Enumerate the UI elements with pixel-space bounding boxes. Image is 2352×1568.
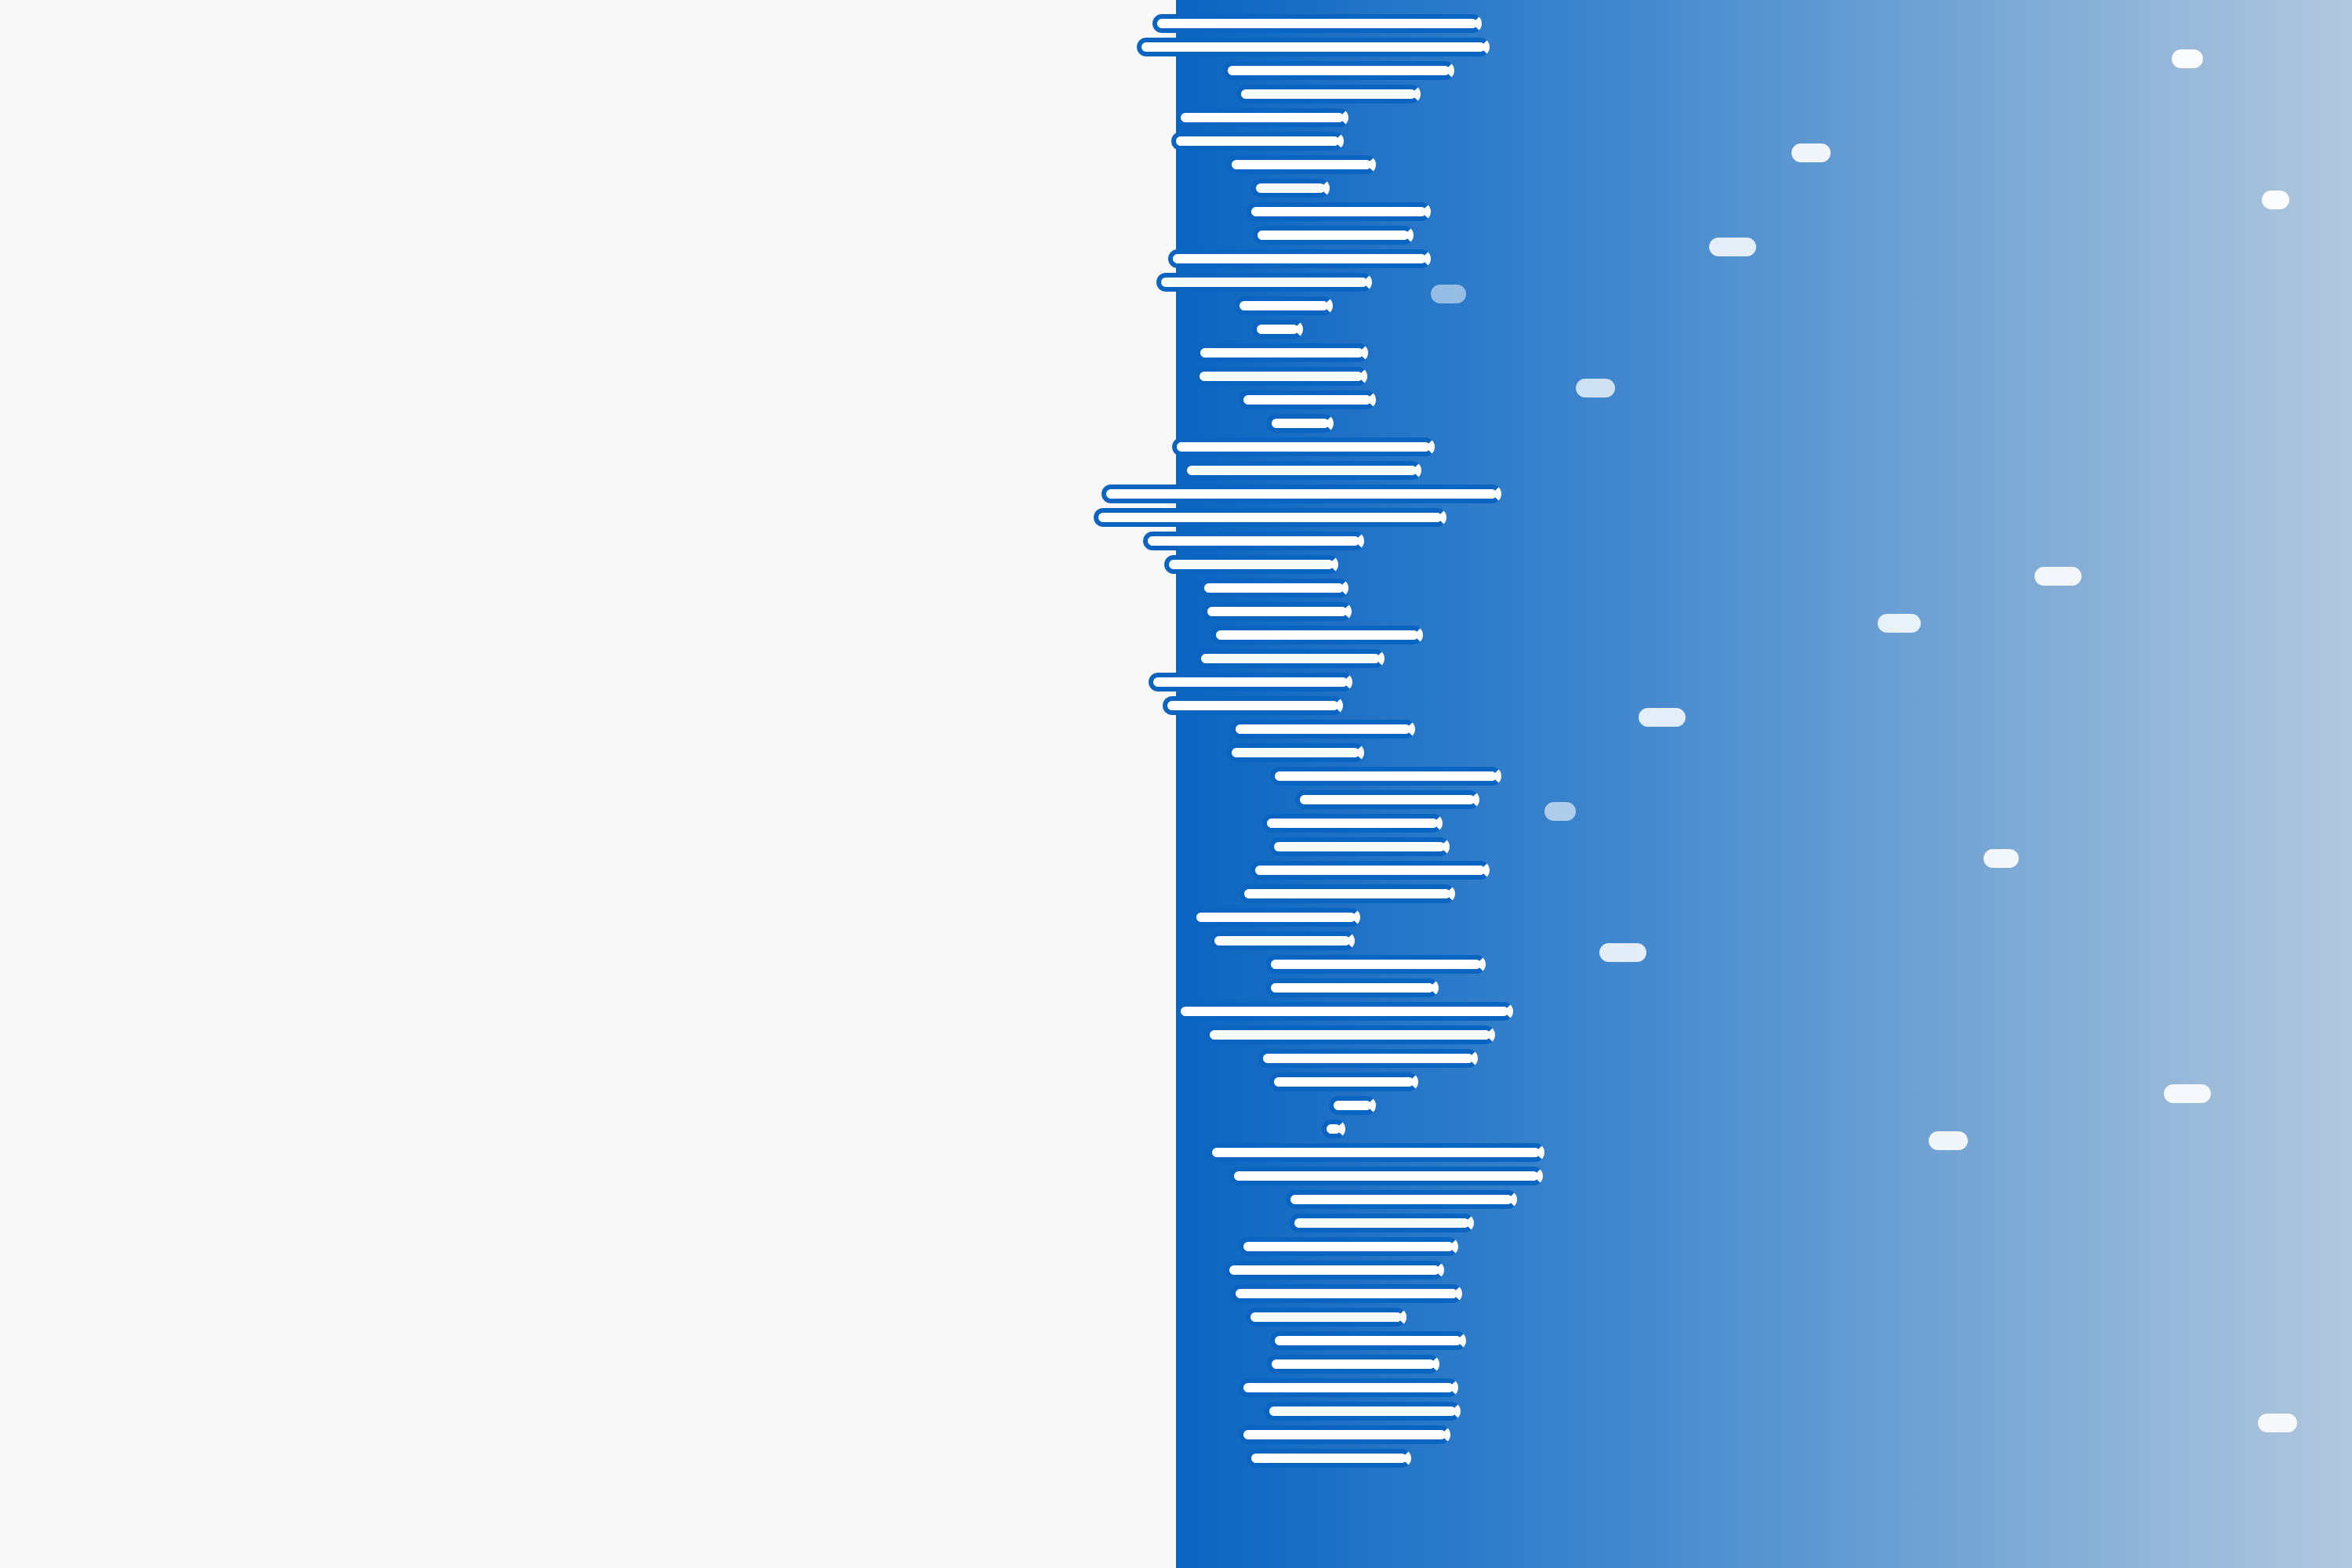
stripe-line — [1229, 1167, 1543, 1185]
stripe-line — [1102, 485, 1501, 503]
floating-pill — [1709, 238, 1756, 256]
stripe-line — [1203, 602, 1352, 621]
floating-pill — [1576, 379, 1615, 397]
stripe-line — [1225, 1261, 1444, 1279]
stripe-line — [1211, 626, 1423, 644]
stripe-line — [1286, 1190, 1517, 1209]
floating-pill — [1984, 849, 2019, 868]
stripe-line — [1262, 814, 1443, 833]
floating-pill — [2262, 191, 2289, 209]
stripe-line — [1267, 414, 1334, 433]
stripe-line — [1094, 508, 1446, 527]
stripe-line — [1227, 155, 1376, 174]
stripe-line — [1270, 1331, 1466, 1350]
stripe-line — [1247, 1449, 1411, 1468]
stripe-line — [1149, 673, 1352, 691]
stripe-line — [1207, 1143, 1544, 1162]
stripe-line — [1196, 343, 1368, 362]
floating-pill — [1791, 143, 1831, 162]
stripe-line — [1137, 38, 1490, 56]
stripe-line — [1172, 437, 1435, 456]
floating-pill — [2164, 1084, 2211, 1103]
stripe-line — [1176, 108, 1348, 127]
stripe-line — [1295, 790, 1479, 809]
stripe-line — [1182, 461, 1421, 480]
stripe-line — [1250, 861, 1490, 880]
stripe-line — [1196, 649, 1385, 668]
stripe-line — [1240, 884, 1455, 903]
stripe-line — [1247, 202, 1431, 221]
stripe-line — [1269, 1073, 1418, 1091]
stripe-line — [1200, 579, 1348, 597]
stripe-line — [1164, 555, 1338, 574]
stripe-line — [1290, 1214, 1474, 1232]
stripe-line — [1195, 367, 1367, 386]
stripe-line — [1192, 908, 1360, 927]
stripe-line — [1227, 743, 1364, 762]
stripe-line — [1168, 249, 1431, 268]
stripe-line — [1252, 320, 1303, 339]
stripe-line — [1269, 837, 1450, 856]
floating-pill — [1878, 614, 1921, 633]
floating-pill — [2172, 49, 2203, 68]
stripe-line — [1329, 1096, 1376, 1115]
floating-pill — [1431, 285, 1466, 303]
stripe-line — [1205, 1025, 1495, 1044]
floating-pill — [1929, 1131, 1968, 1150]
stripe-line — [1322, 1120, 1345, 1138]
stripe-line — [1235, 296, 1333, 315]
floating-pill — [1544, 802, 1576, 821]
stripe-line — [1152, 14, 1482, 33]
stripe-line — [1246, 1308, 1406, 1327]
stripe-line — [1266, 978, 1439, 997]
stripe-line — [1231, 1284, 1462, 1303]
stripe-line — [1171, 132, 1344, 151]
stripe-line — [1176, 1002, 1513, 1021]
stripe-line — [1231, 720, 1415, 739]
floating-pill — [2258, 1414, 2297, 1432]
stripe-line — [1239, 390, 1376, 409]
stripe-line — [1270, 767, 1501, 786]
stripe-line — [1210, 931, 1355, 950]
stripe-line — [1239, 1425, 1450, 1444]
stripe-line — [1239, 1237, 1458, 1256]
stripe-line — [1239, 1378, 1458, 1397]
stripe-line — [1267, 1355, 1439, 1374]
stripe-line — [1156, 273, 1372, 292]
stripe-line — [1163, 696, 1343, 715]
stripe-line — [1223, 61, 1454, 80]
stripe-line — [1143, 532, 1364, 550]
stripe-line — [1265, 1402, 1461, 1421]
stripe-line — [1266, 955, 1486, 974]
stripe-line — [1251, 179, 1330, 198]
floating-pill — [1639, 708, 1686, 727]
stripe-line — [1253, 226, 1414, 245]
floating-pill — [1599, 943, 1646, 962]
stripe-line — [1258, 1049, 1478, 1068]
floating-pill — [2034, 567, 2082, 586]
stripe-line — [1236, 85, 1421, 103]
